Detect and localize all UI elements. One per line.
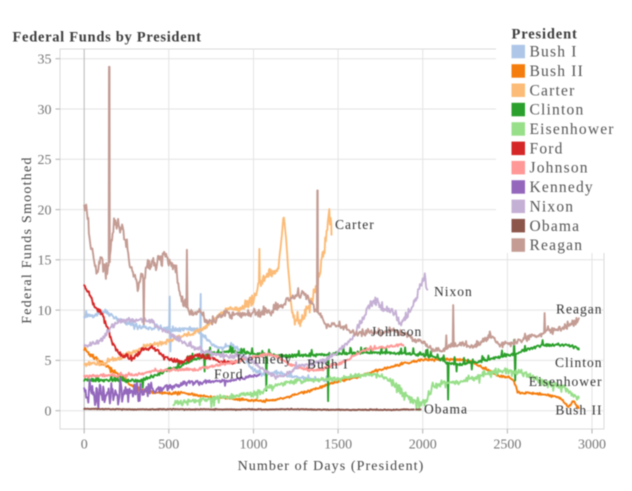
- svg-text:Clinton: Clinton: [555, 355, 603, 370]
- svg-text:Nixon: Nixon: [530, 198, 575, 215]
- svg-text:Eisenhower: Eisenhower: [530, 121, 615, 138]
- svg-text:Number of Days (President): Number of Days (President): [238, 459, 425, 474]
- svg-text:Obama: Obama: [424, 402, 468, 417]
- svg-text:Bush II: Bush II: [555, 403, 602, 418]
- svg-text:Bush I: Bush I: [307, 357, 349, 372]
- svg-text:Federal Funds Smoothed: Federal Funds Smoothed: [20, 156, 35, 324]
- svg-text:Carter: Carter: [335, 217, 375, 232]
- svg-text:20: 20: [38, 203, 52, 218]
- svg-text:500: 500: [158, 438, 179, 453]
- svg-text:Ford: Ford: [530, 140, 564, 157]
- svg-text:Eisenhower: Eisenhower: [529, 374, 603, 389]
- svg-text:Nixon: Nixon: [434, 284, 473, 299]
- svg-text:Federal Funds by President: Federal Funds by President: [13, 30, 202, 46]
- svg-text:President: President: [512, 27, 578, 43]
- svg-text:Johnson: Johnson: [371, 324, 422, 339]
- svg-text:15: 15: [38, 254, 52, 269]
- svg-text:3000: 3000: [578, 438, 606, 453]
- svg-text:10: 10: [38, 304, 52, 319]
- svg-text:25: 25: [38, 153, 52, 168]
- svg-text:0: 0: [81, 438, 88, 453]
- svg-text:2000: 2000: [409, 438, 437, 453]
- svg-text:2500: 2500: [493, 438, 521, 453]
- svg-text:Reagan: Reagan: [556, 302, 602, 317]
- svg-text:Kennedy: Kennedy: [237, 352, 293, 367]
- svg-text:5: 5: [45, 354, 52, 369]
- svg-text:1000: 1000: [240, 438, 268, 453]
- svg-text:Reagan: Reagan: [530, 237, 584, 254]
- svg-text:Obama: Obama: [530, 218, 581, 235]
- svg-text:Carter: Carter: [530, 82, 576, 99]
- svg-text:35: 35: [38, 53, 52, 68]
- svg-text:1500: 1500: [324, 438, 352, 453]
- svg-text:0: 0: [45, 405, 52, 420]
- svg-text:Bush II: Bush II: [530, 63, 584, 80]
- svg-text:30: 30: [38, 103, 52, 118]
- svg-text:Johnson: Johnson: [530, 160, 589, 177]
- svg-text:Bush I: Bush I: [530, 44, 578, 61]
- svg-text:Clinton: Clinton: [530, 102, 585, 119]
- svg-text:Kennedy: Kennedy: [530, 179, 594, 196]
- svg-text:Ford: Ford: [214, 367, 244, 382]
